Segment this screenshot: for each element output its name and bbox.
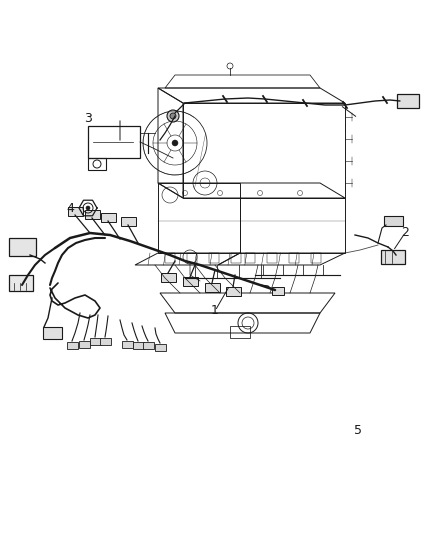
FancyBboxPatch shape [9,238,36,256]
FancyBboxPatch shape [9,275,33,291]
FancyBboxPatch shape [133,342,144,349]
FancyBboxPatch shape [226,287,240,295]
Circle shape [170,113,176,119]
FancyBboxPatch shape [183,277,198,286]
FancyBboxPatch shape [79,341,90,348]
FancyBboxPatch shape [122,341,133,348]
FancyBboxPatch shape [42,327,61,338]
FancyBboxPatch shape [160,272,176,281]
Text: 4: 4 [66,201,74,214]
FancyBboxPatch shape [100,213,116,222]
Text: 3: 3 [84,111,92,125]
Text: 1: 1 [211,304,219,318]
FancyBboxPatch shape [85,209,99,219]
FancyBboxPatch shape [272,287,284,295]
FancyBboxPatch shape [155,344,166,351]
FancyBboxPatch shape [120,216,135,225]
Circle shape [172,140,178,146]
Circle shape [167,110,179,122]
FancyBboxPatch shape [381,250,405,264]
Text: 2: 2 [401,227,409,239]
FancyBboxPatch shape [100,338,111,345]
FancyBboxPatch shape [205,282,219,292]
FancyBboxPatch shape [67,342,78,349]
FancyBboxPatch shape [67,206,82,215]
Circle shape [86,206,90,210]
FancyBboxPatch shape [90,338,101,345]
FancyBboxPatch shape [397,94,419,108]
FancyBboxPatch shape [384,215,403,225]
Text: 5: 5 [354,424,362,437]
FancyBboxPatch shape [143,342,154,349]
